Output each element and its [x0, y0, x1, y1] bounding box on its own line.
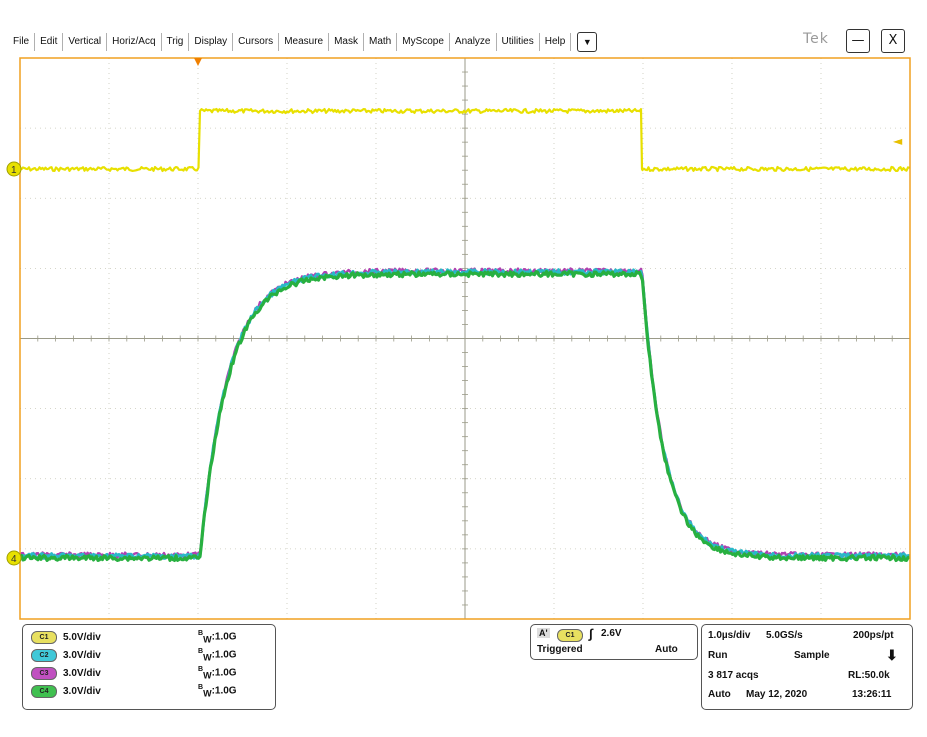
date: May 12, 2020	[746, 689, 808, 700]
sample-rate: 5.0GS/s	[766, 630, 803, 641]
c4-pill: C4	[31, 684, 57, 698]
acquisition-readout-panel[interactable]: 1.0µs/div 5.0GS/s 200ps/pt Run Sample ⬇ …	[701, 624, 913, 710]
menu-myscope[interactable]: MyScope	[397, 33, 450, 51]
record-length: RL:50.0k	[848, 670, 890, 681]
c2-pill: C2	[31, 648, 57, 662]
trigger-position-icon[interactable]	[194, 58, 202, 66]
rising-edge-icon: ∫	[589, 626, 593, 641]
waveform-svg: ◄ 1 4	[6, 57, 911, 620]
menu-math[interactable]: Math	[364, 33, 398, 51]
trigger-state: Triggered	[537, 644, 583, 655]
c1-scale: 5.0V/div	[63, 631, 101, 643]
c4-bandwidth: BW:1.0G	[198, 684, 237, 699]
acq-count: 3 817 acqs	[708, 670, 759, 681]
c1-bandwidth: BW:1.0G	[198, 630, 237, 645]
arrow-down-icon: ⬇	[886, 647, 898, 663]
trigger-level: 2.6V	[601, 628, 622, 639]
c2-scale: 3.0V/div	[63, 649, 101, 661]
close-button[interactable]: X	[881, 29, 905, 53]
graticule	[19, 57, 911, 620]
waveform-traces	[18, 107, 911, 563]
menu-utilities[interactable]: Utilities	[497, 33, 540, 51]
c2-bandwidth: BW:1.0G	[198, 648, 237, 663]
menu-trig[interactable]: Trig	[162, 33, 190, 51]
waveform-display[interactable]: ◄ 1 4	[0, 55, 927, 625]
trigger-mode-letter: A'	[537, 628, 550, 638]
c3-bandwidth: BW:1.0G	[198, 666, 237, 681]
c4-scale: 3.0V/div	[63, 685, 101, 697]
resolution: 200ps/pt	[853, 630, 894, 641]
triangle-down-icon[interactable]: ▼	[577, 32, 598, 52]
menu-vertical[interactable]: Vertical	[63, 33, 108, 51]
trigger-mode: Auto	[655, 644, 678, 655]
plot-border	[19, 57, 911, 620]
menu-mask[interactable]: Mask	[329, 33, 364, 51]
trigger-level-arrow-icon[interactable]: ◄	[893, 134, 903, 148]
ch4-marker-label: 4	[11, 554, 17, 565]
channel-row-c4[interactable]: C4 3.0V/div	[31, 683, 143, 699]
ch4-waveform	[19, 269, 911, 563]
trigger-mode-readout: Auto	[708, 689, 731, 700]
ch1-waveform	[19, 107, 910, 173]
channel-readout-panel: C1 5.0V/div BW:1.0G C2 3.0V/div BW:1.0G …	[22, 624, 276, 710]
c3-pill: C3	[31, 666, 57, 680]
run-state: Run	[708, 650, 728, 661]
menu-analyze[interactable]: Analyze	[450, 33, 497, 51]
brand-logo: Tek	[803, 31, 829, 47]
trigger-readout-panel[interactable]: A' C1 ∫ 2.6V Triggered Auto	[530, 624, 698, 660]
channel-row-c1[interactable]: C1 5.0V/div	[31, 629, 143, 645]
menu-horiz-acq[interactable]: Horiz/Acq	[107, 33, 162, 51]
acq-mode: Sample	[794, 650, 830, 661]
menu-measure[interactable]: Measure	[279, 33, 330, 51]
channel-row-c3[interactable]: C3 3.0V/div	[31, 665, 143, 681]
menu-file[interactable]: File	[8, 33, 36, 51]
minimize-button[interactable]: —	[846, 29, 870, 53]
c3-scale: 3.0V/div	[63, 667, 101, 679]
menu-bar: File Edit Vertical Horiz/Acq Trig Displa…	[8, 31, 598, 53]
menu-display[interactable]: Display	[189, 33, 234, 51]
c1-pill: C1	[31, 630, 57, 644]
menu-help[interactable]: Help	[540, 33, 572, 51]
ch4-ground-marker[interactable]: 4	[6, 550, 22, 566]
menu-cursors[interactable]: Cursors	[233, 33, 280, 51]
channel-row-c2[interactable]: C2 3.0V/div	[31, 647, 143, 663]
ch1-marker-label: 1	[11, 165, 17, 176]
ch1-ground-marker[interactable]: 1	[6, 161, 22, 177]
trigger-source-pill: C1	[557, 629, 583, 642]
timebase: 1.0µs/div	[708, 630, 751, 641]
time: 13:26:11	[852, 689, 892, 700]
menu-edit[interactable]: Edit	[35, 33, 64, 51]
